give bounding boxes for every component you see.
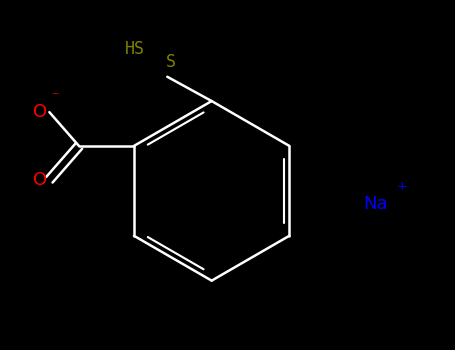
Text: ⁻: ⁻ — [51, 90, 58, 104]
Text: +: + — [396, 180, 407, 193]
Text: HS: HS — [125, 40, 145, 58]
Text: S: S — [166, 53, 176, 71]
Text: O: O — [33, 171, 47, 189]
Text: O: O — [33, 103, 47, 121]
Text: Na: Na — [363, 195, 388, 212]
